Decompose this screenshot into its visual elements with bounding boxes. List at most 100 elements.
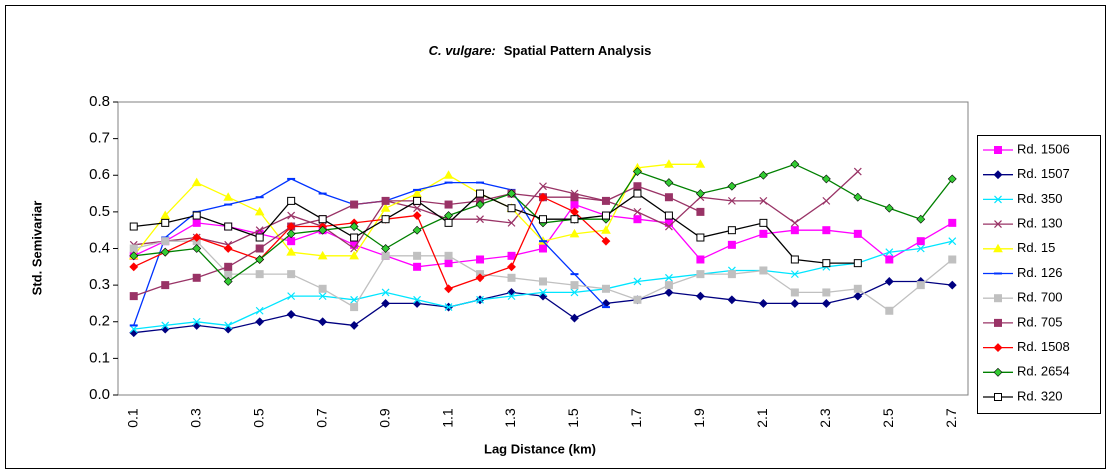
marker [633, 182, 642, 191]
marker [759, 218, 768, 227]
marker [570, 313, 579, 323]
marker [853, 291, 863, 301]
x-axis-label: Lag Distance (km) [484, 441, 596, 456]
marker [413, 204, 421, 213]
marker [192, 273, 201, 282]
marker [885, 255, 894, 264]
marker [601, 196, 610, 205]
marker [287, 196, 296, 205]
marker [224, 270, 233, 279]
marker [695, 159, 706, 168]
marker [665, 273, 673, 282]
marker [601, 225, 611, 234]
marker [381, 299, 391, 308]
marker [161, 237, 170, 246]
marker [853, 192, 863, 202]
marker [948, 255, 957, 264]
marker [350, 233, 359, 242]
marker [444, 284, 453, 294]
marker [223, 244, 233, 253]
marker [822, 196, 831, 205]
marker [129, 325, 138, 333]
marker [822, 226, 831, 235]
marker [350, 303, 359, 312]
legend-label: Rd. 15 [1017, 240, 1055, 255]
marker [948, 218, 957, 227]
marker [286, 310, 296, 319]
marker [664, 288, 674, 297]
marker [570, 288, 579, 297]
marker [381, 244, 391, 253]
legend-label: Rd. 350 [1017, 191, 1063, 206]
x-tick-label: 0.5 [250, 408, 266, 428]
x-tick-label: 1.1 [439, 408, 455, 428]
y-axis-label: Std. Semivariar [29, 201, 44, 296]
marker [255, 270, 264, 279]
marker [994, 294, 1002, 303]
marker [758, 170, 768, 180]
marker [286, 229, 296, 239]
marker [412, 188, 422, 198]
marker [633, 295, 642, 304]
marker [853, 167, 862, 176]
series-line [133, 196, 607, 290]
marker [192, 211, 201, 220]
marker [633, 215, 642, 224]
marker [349, 320, 359, 330]
marker [947, 174, 957, 184]
y-tick-label: 0.7 [89, 130, 110, 147]
marker [444, 218, 453, 227]
marker [476, 255, 485, 264]
marker [129, 251, 139, 261]
marker [696, 233, 705, 242]
marker [916, 214, 926, 224]
marker [994, 146, 1002, 154]
marker [539, 182, 547, 191]
marker [695, 189, 705, 198]
marker [916, 281, 925, 290]
marker [412, 211, 422, 220]
y-tick-label: 0.3 [89, 276, 110, 293]
marker [192, 218, 201, 227]
marker [759, 196, 768, 205]
marker [994, 195, 1002, 204]
marker [570, 215, 579, 224]
marker [948, 237, 957, 246]
legend-label: Rd. 130 [1017, 216, 1063, 231]
marker [317, 250, 328, 260]
x-tick-label: 2.1 [754, 408, 770, 428]
marker [853, 229, 862, 238]
marker [350, 244, 359, 253]
marker [413, 251, 422, 260]
marker [947, 280, 957, 290]
marker [507, 273, 516, 282]
marker [160, 247, 170, 257]
marker [476, 215, 484, 224]
marker [129, 222, 138, 231]
marker [727, 270, 736, 279]
marker [601, 211, 610, 220]
x-tick-label: 0.1 [124, 408, 140, 428]
marker [192, 244, 202, 253]
marker [633, 167, 642, 177]
marker [790, 255, 799, 264]
marker [318, 284, 327, 293]
x-tick-label: 2.7 [943, 408, 959, 428]
marker [695, 291, 705, 301]
marker [538, 192, 548, 202]
marker [759, 266, 768, 275]
marker [853, 284, 862, 293]
marker [413, 295, 421, 304]
marker [224, 262, 233, 271]
marker [758, 299, 768, 308]
marker [916, 244, 925, 253]
marker [476, 189, 485, 198]
y-tick-label: 0.0 [89, 386, 110, 403]
marker [287, 270, 296, 279]
marker [821, 174, 831, 184]
marker [192, 317, 201, 326]
marker [507, 189, 516, 198]
x-tick-label: 2.5 [880, 408, 896, 428]
marker [444, 303, 453, 312]
